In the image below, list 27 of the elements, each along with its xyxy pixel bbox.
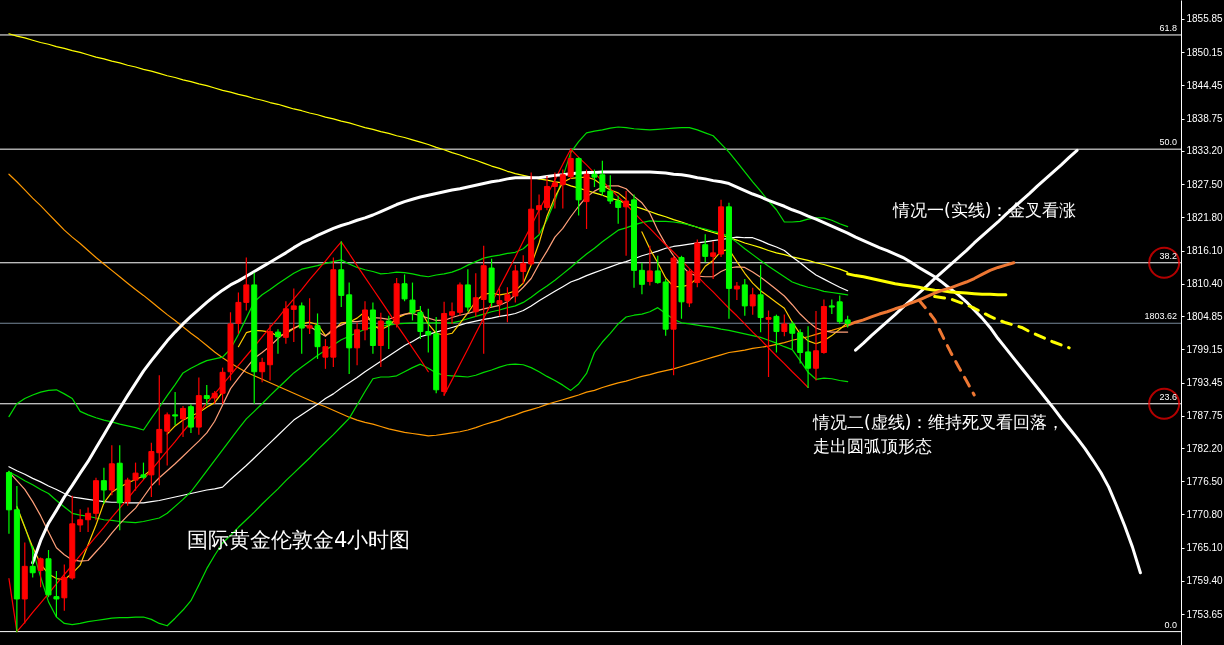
y-tick-label: 1804.85 [1186,310,1224,322]
y-tick-label: 1827.50 [1186,178,1224,190]
ref-line-label: 1803.62 [1144,311,1177,322]
annotation: 38.2 [1159,250,1177,261]
y-tick-label: 1833.20 [1186,145,1224,157]
y-tick-label: 1759.40 [1186,575,1224,587]
y-tick-label: 1844.45 [1186,79,1224,91]
y-tick-label: 1838.75 [1186,113,1224,125]
y-tick-label: 1799.15 [1186,343,1224,355]
annotation: 50.0 [1159,137,1177,148]
y-tick-label: 1776.50 [1186,475,1224,487]
y-tick-label: 1821.80 [1186,211,1224,223]
y-tick-label: 1855.85 [1186,13,1224,25]
y-tick-label: 1770.80 [1186,508,1224,520]
y-tick-label: 1787.75 [1186,410,1224,422]
annotation: 0.0 [1164,619,1177,630]
y-tick-label: 1765.10 [1186,542,1224,554]
y-tick-label: 1810.40 [1186,278,1224,290]
y-tick-label: 1850.15 [1186,46,1224,58]
y-tick-label: 1782.20 [1186,442,1224,454]
annotation: 情况二(虚线)：维持死叉看回落，走出圆弧顶形态 [812,412,1065,456]
y-tick-label: 1793.45 [1186,377,1224,389]
y-tick-label: 1753.65 [1186,608,1224,620]
y-tick-label: 1816.10 [1186,245,1224,257]
annotation: 23.6 [1159,391,1177,402]
text: 国际黄金伦敦金4小时图 [187,528,411,552]
annotation: 61.8 [1159,22,1177,33]
